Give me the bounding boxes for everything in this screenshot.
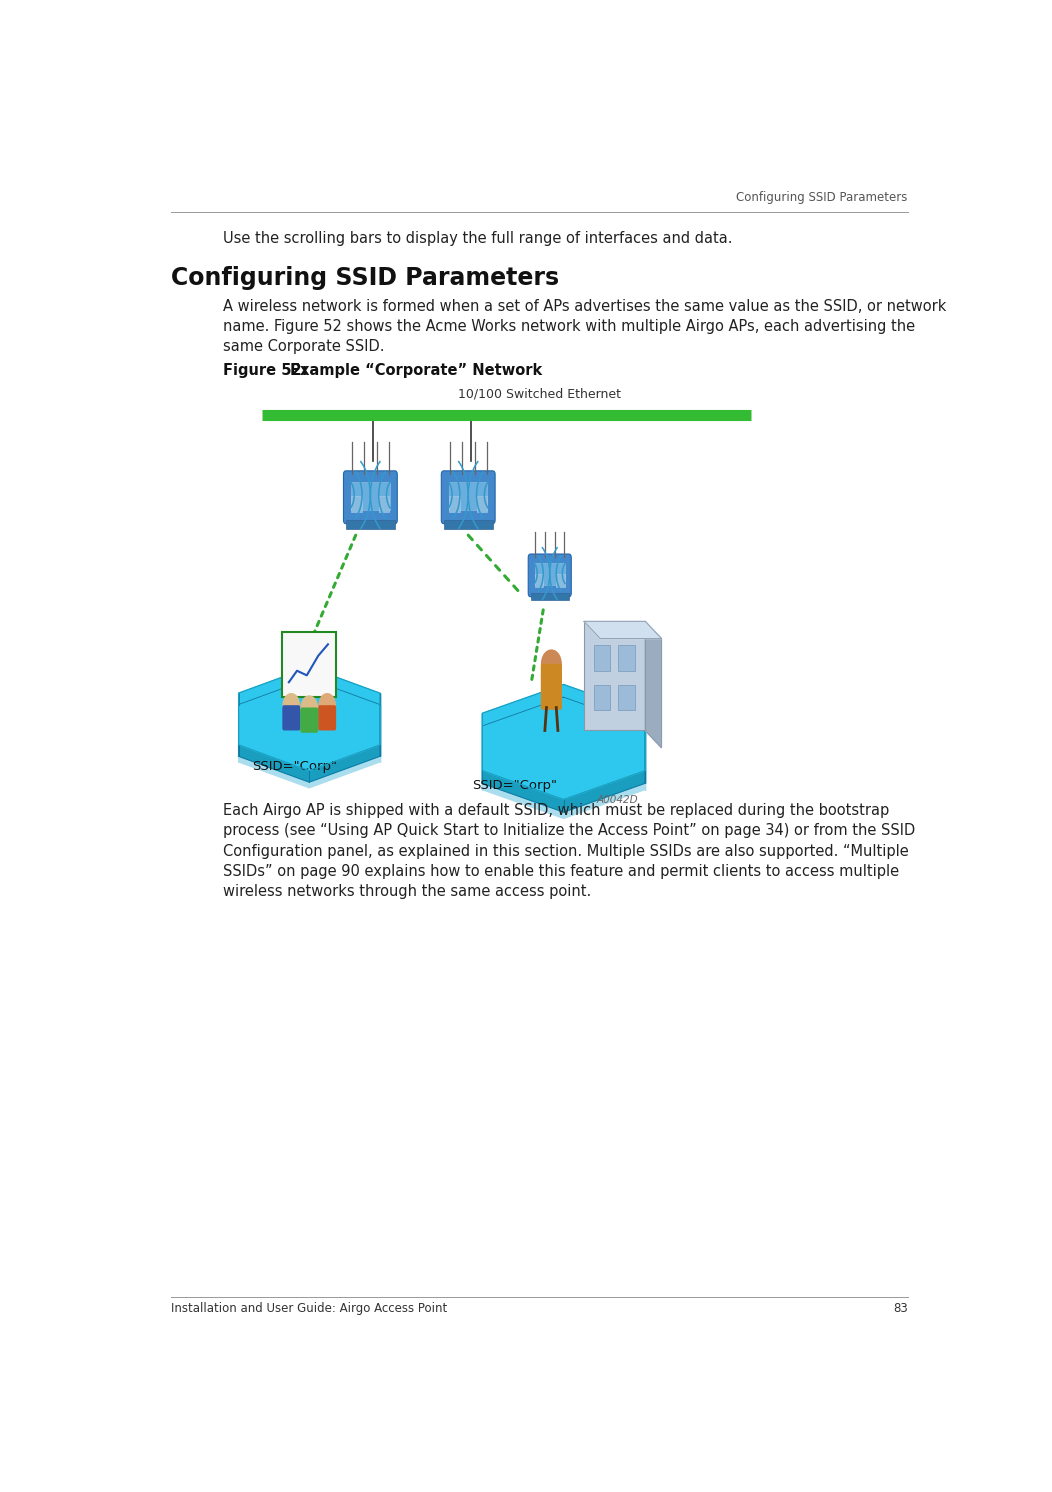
Polygon shape [239, 667, 380, 771]
Circle shape [542, 651, 561, 677]
FancyBboxPatch shape [282, 706, 300, 731]
FancyBboxPatch shape [557, 574, 565, 588]
FancyBboxPatch shape [619, 685, 634, 710]
Polygon shape [483, 771, 564, 812]
Circle shape [283, 694, 300, 716]
FancyBboxPatch shape [449, 497, 460, 512]
Polygon shape [483, 685, 645, 800]
FancyBboxPatch shape [379, 497, 389, 512]
FancyBboxPatch shape [351, 482, 389, 510]
FancyBboxPatch shape [477, 497, 487, 512]
Polygon shape [483, 783, 564, 819]
Circle shape [301, 695, 318, 719]
Text: Each Airgo AP is shipped with a default SSID, which must be replaced during the : Each Airgo AP is shipped with a default … [223, 803, 915, 900]
Text: SSID="Corp": SSID="Corp" [472, 779, 558, 792]
FancyBboxPatch shape [300, 707, 318, 733]
Polygon shape [645, 621, 662, 747]
Circle shape [319, 694, 336, 716]
FancyBboxPatch shape [530, 594, 569, 600]
Text: Installation and User Guide: Airgo Access Point: Installation and User Guide: Airgo Acces… [170, 1303, 447, 1314]
FancyBboxPatch shape [534, 574, 543, 588]
FancyBboxPatch shape [346, 521, 394, 528]
FancyBboxPatch shape [619, 646, 634, 671]
Text: Use the scrolling bars to display the full range of interfaces and data.: Use the scrolling bars to display the fu… [223, 231, 732, 246]
FancyBboxPatch shape [449, 482, 487, 510]
Polygon shape [564, 783, 645, 819]
FancyBboxPatch shape [593, 646, 610, 671]
Polygon shape [309, 745, 380, 782]
Polygon shape [239, 756, 309, 788]
FancyBboxPatch shape [593, 685, 610, 710]
Text: Figure 52:: Figure 52: [223, 363, 307, 377]
FancyBboxPatch shape [442, 471, 495, 524]
Polygon shape [309, 756, 380, 788]
Text: 83: 83 [893, 1303, 908, 1314]
Polygon shape [564, 771, 645, 812]
FancyBboxPatch shape [584, 621, 645, 731]
Text: SSID="Corp": SSID="Corp" [252, 761, 337, 773]
FancyBboxPatch shape [351, 497, 362, 512]
Text: Example “Corporate” Network: Example “Corporate” Network [289, 363, 542, 377]
Text: A wireless network is formed when a set of APs advertises the same value as the : A wireless network is formed when a set … [223, 298, 946, 354]
Polygon shape [584, 621, 662, 639]
FancyBboxPatch shape [541, 664, 562, 710]
FancyBboxPatch shape [534, 564, 565, 585]
FancyBboxPatch shape [444, 521, 492, 528]
Text: 10/100 Switched Ethernet: 10/100 Switched Ethernet [458, 388, 621, 401]
FancyBboxPatch shape [318, 706, 337, 731]
FancyBboxPatch shape [344, 471, 398, 524]
FancyBboxPatch shape [282, 631, 337, 697]
Text: Configuring SSID Parameters: Configuring SSID Parameters [736, 191, 908, 204]
Polygon shape [239, 745, 309, 782]
FancyBboxPatch shape [528, 554, 571, 597]
Text: Configuring SSID Parameters: Configuring SSID Parameters [170, 267, 559, 291]
Text: A0042D: A0042D [596, 795, 638, 804]
